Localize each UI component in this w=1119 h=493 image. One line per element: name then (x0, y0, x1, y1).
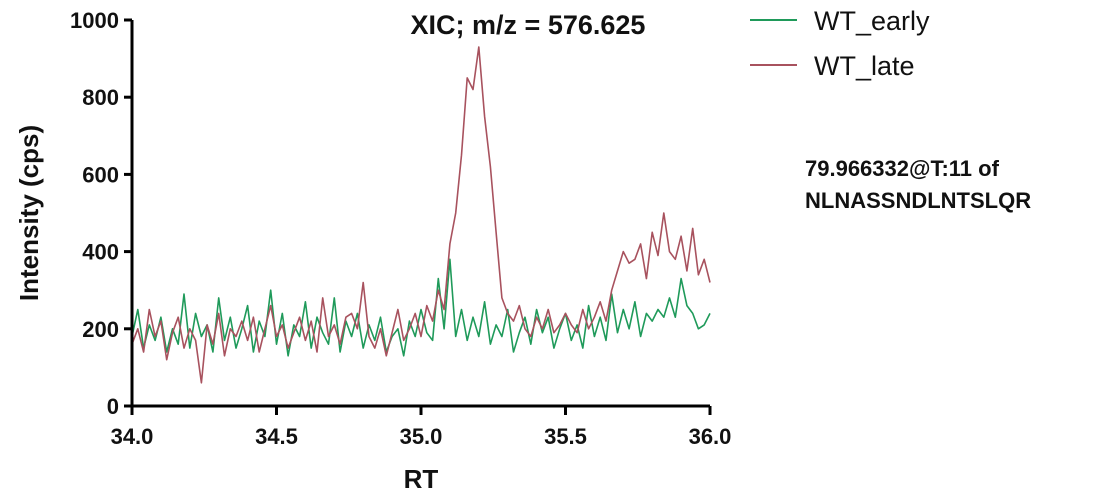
chart-title: XIC; m/z = 576.625 (411, 10, 646, 40)
y-tick-label: 800 (82, 85, 119, 110)
x-tick-label: 34.0 (111, 424, 154, 449)
x-tick-label: 36.0 (689, 424, 732, 449)
legend-item-wt-early: WT_early (750, 6, 930, 36)
x-ticks: 34.0 34.5 35.0 35.5 36.0 (111, 406, 732, 449)
legend-item-wt-late: WT_late (750, 51, 915, 81)
annotation-line-1: 79.966332@T:11 of (805, 156, 1000, 181)
x-tick-label: 34.5 (255, 424, 298, 449)
series-line-wt-early (131, 258, 711, 357)
y-tick-label: 200 (82, 317, 119, 342)
y-tick-label: 1000 (70, 8, 119, 33)
y-ticks: 0 200 400 600 800 1000 (70, 8, 132, 419)
y-axis-title: Intensity (cps) (14, 125, 44, 301)
legend-label-wt-late: WT_late (814, 51, 915, 81)
plot-lines (131, 46, 711, 384)
x-tick-label: 35.0 (400, 424, 443, 449)
legend: WT_early WT_late (750, 6, 930, 81)
legend-label-wt-early: WT_early (814, 6, 930, 36)
x-tick-label: 35.5 (544, 424, 587, 449)
series-line-wt-late (131, 46, 711, 384)
annotation-line-2: NLNASSNDLNTSLQR (805, 188, 1031, 213)
x-axis-title: RT (404, 464, 439, 493)
y-tick-label: 0 (107, 394, 119, 419)
y-tick-label: 400 (82, 240, 119, 265)
y-tick-label: 600 (82, 162, 119, 187)
peptide-annotation: 79.966332@T:11 of NLNASSNDLNTSLQR (805, 156, 1031, 213)
